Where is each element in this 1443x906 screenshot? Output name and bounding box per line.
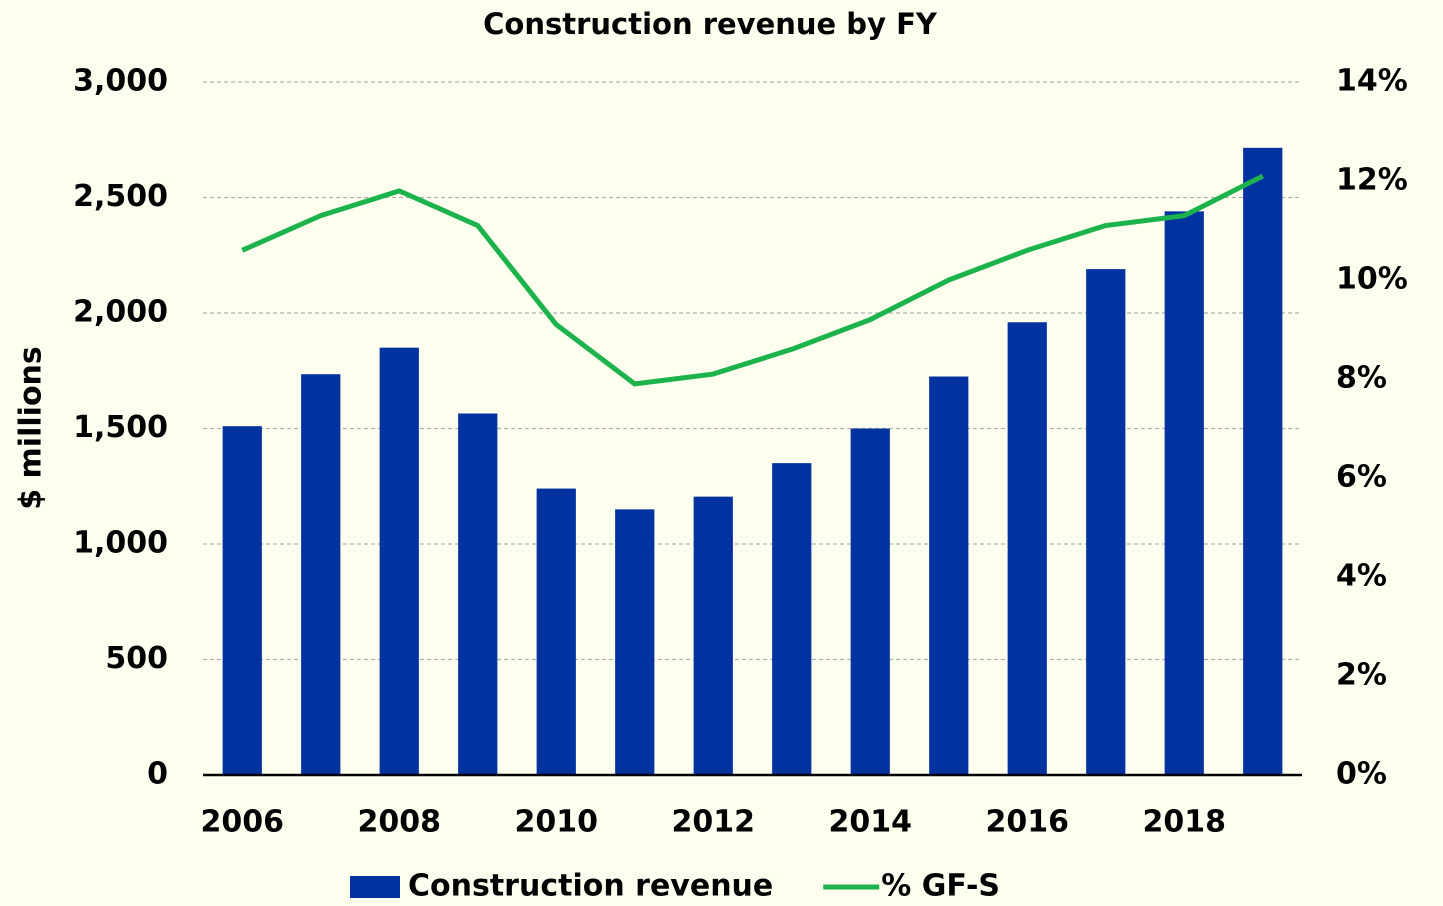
y2-tick-label: 2% bbox=[1336, 658, 1387, 693]
y-tick-label: 2,000 bbox=[73, 295, 168, 330]
y-tick-label: 0 bbox=[147, 757, 168, 792]
bar bbox=[1243, 147, 1283, 775]
bar bbox=[1164, 211, 1204, 776]
bar bbox=[379, 347, 419, 775]
bar bbox=[772, 463, 812, 775]
x-tick-label: 2010 bbox=[515, 805, 599, 840]
y-tick-label: 2,500 bbox=[73, 179, 168, 214]
y-tick-label: 1,000 bbox=[73, 526, 168, 561]
x-tick-label: 2006 bbox=[201, 805, 285, 840]
x-tick-label: 2014 bbox=[829, 805, 913, 840]
legend-label: % GF-S bbox=[881, 869, 1000, 904]
chart-title: Construction revenue by FY bbox=[483, 7, 938, 41]
y-tick-label: 1,500 bbox=[73, 410, 168, 445]
y2-tick-label: 14% bbox=[1336, 64, 1408, 99]
x-tick-label: 2012 bbox=[672, 805, 756, 840]
bar bbox=[458, 413, 498, 775]
y2-tick-label: 12% bbox=[1336, 163, 1408, 198]
bar bbox=[1007, 322, 1047, 775]
x-tick-label: 2018 bbox=[1143, 805, 1227, 840]
bar bbox=[850, 428, 890, 775]
bar bbox=[1086, 269, 1126, 775]
bar bbox=[615, 509, 655, 775]
bar bbox=[536, 488, 576, 775]
line bbox=[241, 173, 1264, 387]
legend-swatch bbox=[350, 876, 400, 898]
x-tick-label: 2008 bbox=[358, 805, 442, 840]
y2-tick-label: 4% bbox=[1336, 559, 1387, 594]
bar bbox=[222, 426, 262, 775]
y2-tick-label: 6% bbox=[1336, 460, 1387, 495]
y-axis-label: $ millions bbox=[14, 346, 49, 510]
bar bbox=[929, 376, 969, 775]
bar bbox=[693, 496, 733, 775]
y2-tick-label: 8% bbox=[1336, 361, 1387, 396]
y2-tick-label: 0% bbox=[1336, 757, 1387, 792]
y-tick-label: 500 bbox=[105, 641, 168, 676]
y2-tick-label: 10% bbox=[1336, 262, 1408, 297]
y-tick-label: 3,000 bbox=[73, 64, 168, 99]
bar bbox=[301, 374, 341, 775]
legend-label: Construction revenue bbox=[408, 869, 773, 904]
x-tick-label: 2016 bbox=[986, 805, 1070, 840]
